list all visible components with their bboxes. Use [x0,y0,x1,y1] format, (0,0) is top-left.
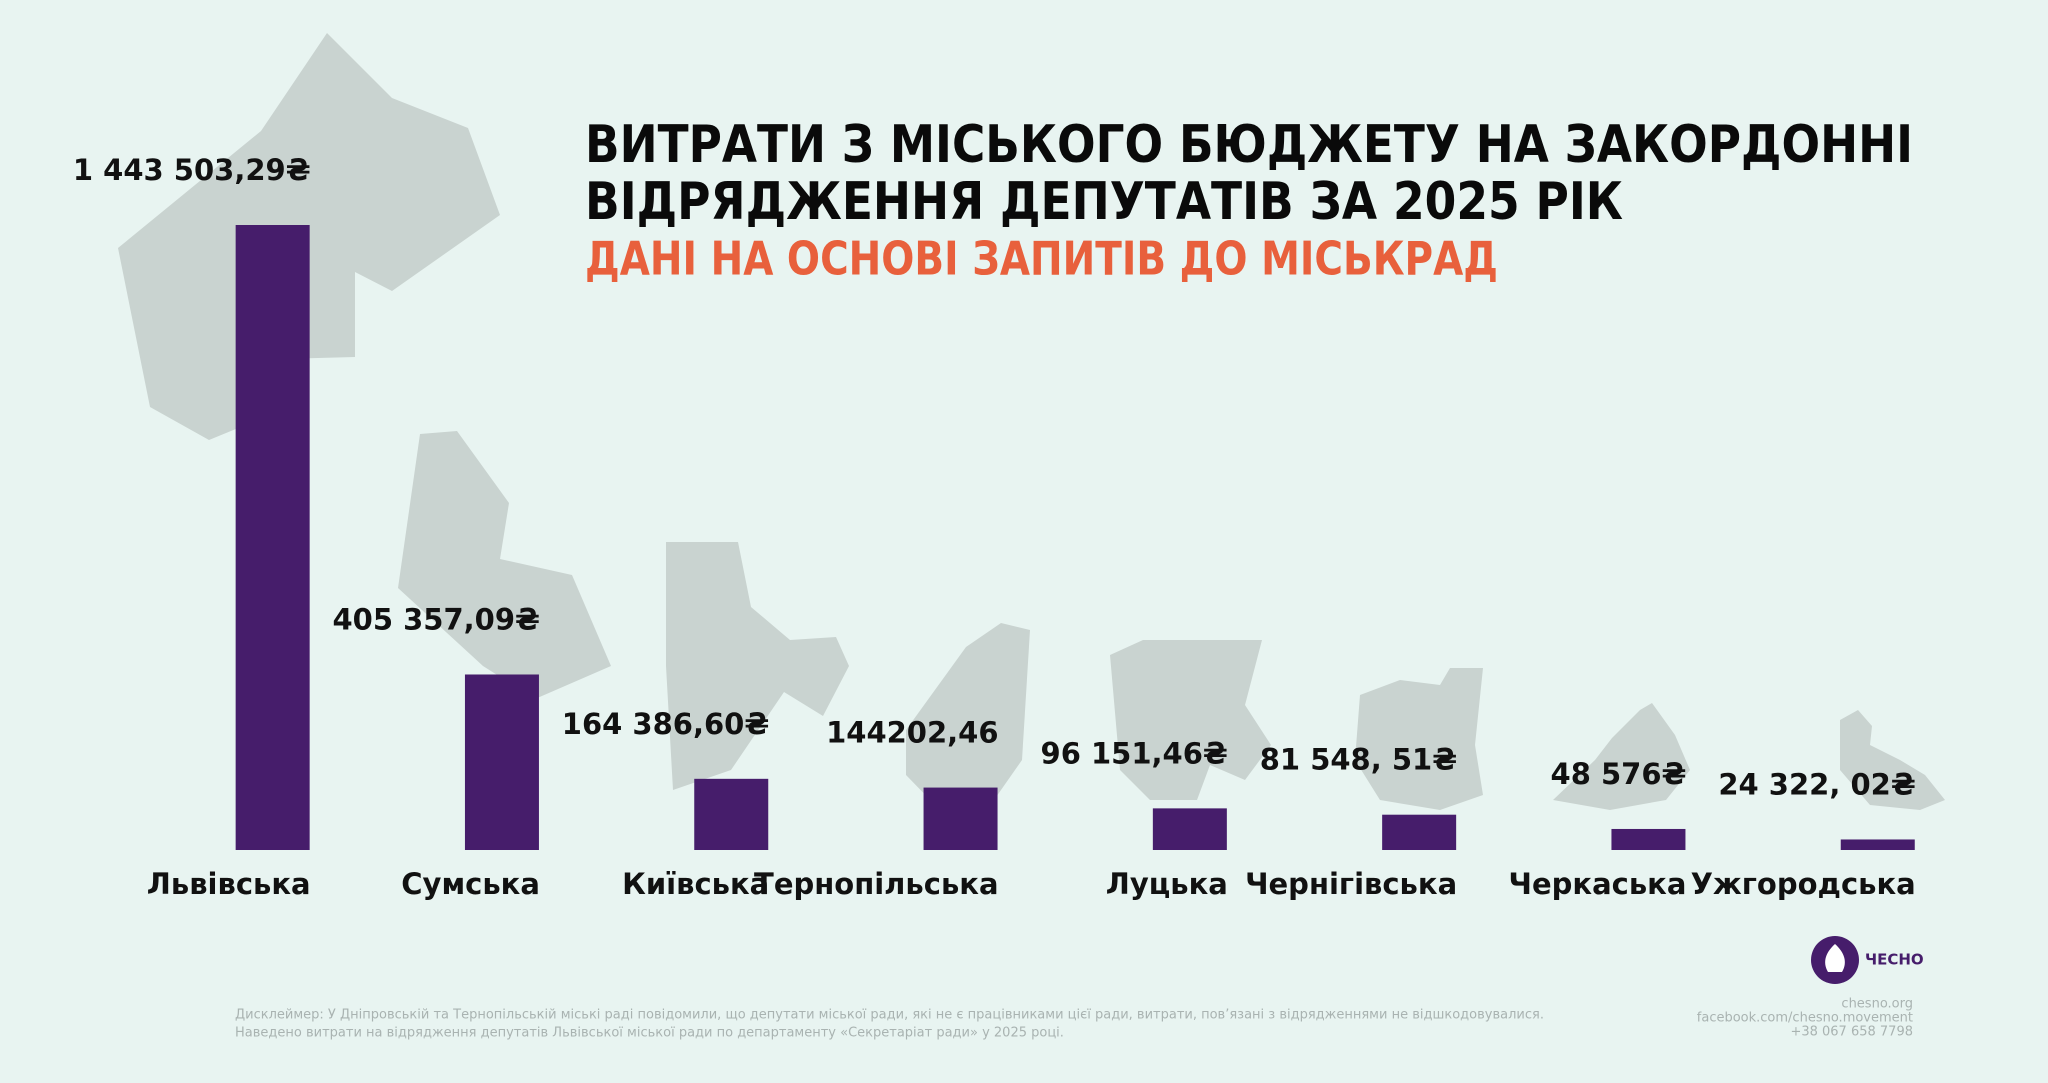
region-shape [1553,703,1690,810]
value-label: 144202,46 [826,716,998,750]
x-tick-label: Черкаська [1509,867,1687,901]
x-tick-label: Сумська [401,867,540,901]
bar [694,778,769,850]
x-tick-label: Тернопільська [754,867,999,901]
chart-title: ВІДРЯДЖЕННЯ ДЕПУТАТІВ ЗА 2025 РІК [585,172,1623,232]
chart-title: ВИТРАТИ З МІСЬКОГО БЮДЖЕТУ НА ЗАКОРДОННІ [585,115,1913,175]
value-label: 96 151,46₴ [1041,736,1228,770]
bar [235,225,310,850]
logo-text: ЧЕСНО [1865,951,1924,969]
chart-subtitle: ДАНІ НА ОСНОВІ ЗАПИТІВ ДО МІСЬКРАД [585,232,1498,286]
region-shape [1840,710,1945,810]
x-tick-label: Луцька [1106,867,1228,901]
contact: +38 067 658 7798 [1790,1025,1913,1040]
bar [464,674,539,850]
disclaimer: Наведено витрати на відрядження депутаті… [235,1026,1064,1041]
bar [1382,814,1457,850]
x-tick-label: Чернігівська [1245,867,1457,901]
region-shape [1355,668,1483,810]
bar [1840,839,1915,850]
value-label: 1 443 503,29₴ [73,153,311,187]
value-label: 164 386,60₴ [562,707,769,741]
bar [923,787,998,850]
disclaimer: Дисклеймер: У Дніпровській та Тернопільс… [235,1008,1544,1023]
value-label: 405 357,09₴ [332,602,539,636]
contact: facebook.com/chesno.movement [1697,1011,1913,1026]
region-shape [666,542,849,790]
contact: chesno.org [1841,997,1913,1012]
value-label: 81 548, 51₴ [1260,743,1457,777]
value-label: 48 576₴ [1551,757,1687,791]
footer: Дисклеймер: У Дніпровській та Тернопільс… [235,936,1924,1041]
region-shape [398,431,611,699]
x-tick-label: Львівська [147,867,311,901]
bar [1152,808,1227,850]
region-shape [1110,640,1271,800]
bar [1611,828,1686,850]
x-tick-label: Київська [622,867,769,901]
value-label: 24 322, 02₴ [1718,767,1915,801]
logo-icon [1825,944,1845,972]
x-tick-label: Ужгородська [1691,867,1916,901]
region-shape [906,623,1030,810]
